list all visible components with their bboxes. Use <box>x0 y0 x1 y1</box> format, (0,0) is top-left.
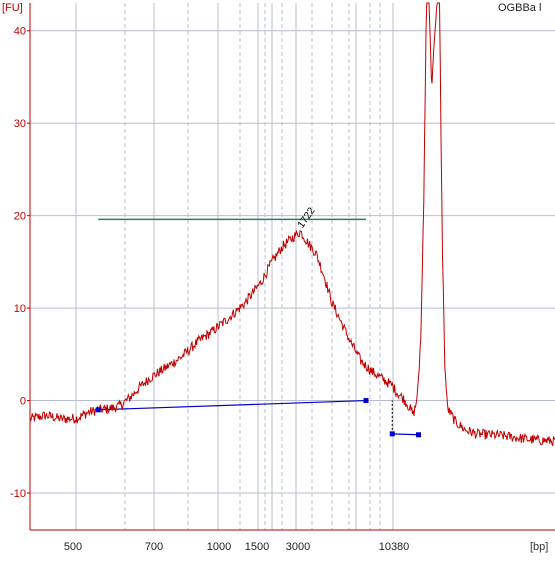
peak-annotation: 1722 <box>296 205 318 230</box>
x-tick-label: 3000 <box>286 541 310 553</box>
y-tick-label: 10 <box>14 303 26 315</box>
y-axis-label: [FU] <box>2 2 23 14</box>
y-tick-label: 30 <box>14 118 26 130</box>
y-tick-label: 20 <box>14 211 26 223</box>
baseline-marker <box>95 407 101 413</box>
y-tick-label: 40 <box>14 26 26 38</box>
x-tick-labels: 500 700 1000 1500 3000 10380 <box>64 541 409 553</box>
x-tick-label: 1000 <box>207 541 231 553</box>
axes <box>29 3 555 531</box>
grid <box>30 3 555 530</box>
x-tick-label: 700 <box>145 541 163 553</box>
y-tick-label: -10 <box>10 488 26 500</box>
y-tick-labels: -10 0 10 20 30 40 <box>10 26 30 500</box>
markers <box>95 398 421 438</box>
trace <box>29 2 555 447</box>
x-tick-label: 1500 <box>245 541 269 553</box>
x-tick-label: 500 <box>64 541 82 553</box>
baseline-marker <box>389 431 395 437</box>
marker-baseline-line <box>392 433 419 436</box>
baseline <box>98 399 419 436</box>
baseline-marker <box>416 432 421 438</box>
trace-line <box>29 2 555 447</box>
baseline-line <box>98 399 367 411</box>
x-axis-label: [bp] <box>530 541 548 553</box>
chart-title: OGBBa l <box>498 2 541 14</box>
baseline-marker <box>363 398 369 404</box>
y-tick-label: 0 <box>20 396 26 408</box>
x-tick-label: 10380 <box>379 541 410 553</box>
